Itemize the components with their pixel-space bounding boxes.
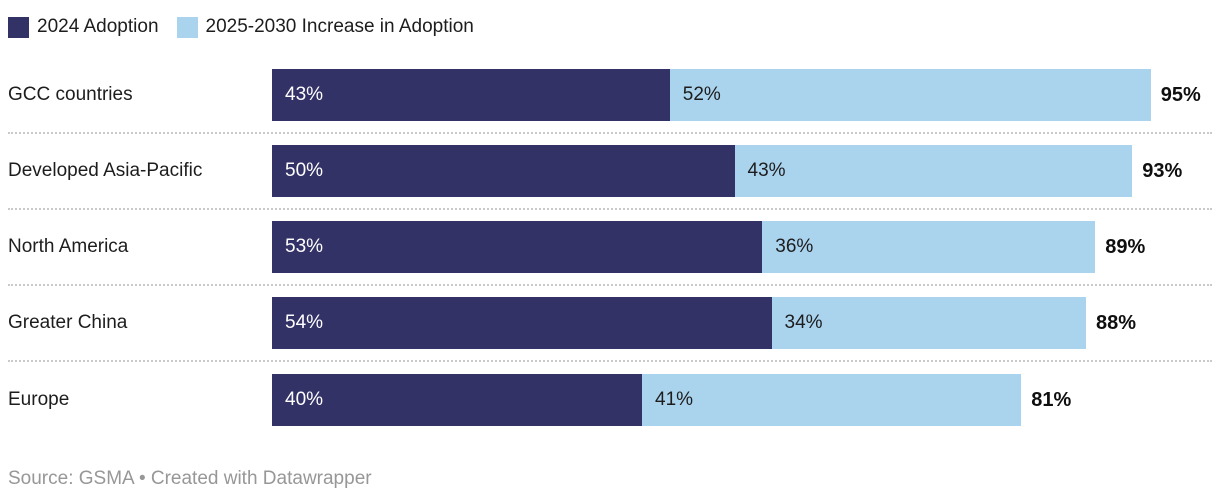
legend-swatch-2024-adoption-icon <box>8 16 29 38</box>
chart-row: Europe 40% 41% 81% <box>8 362 1212 438</box>
source-attribution: Source: GSMA • Created with Datawrapper <box>8 468 372 489</box>
bar-2024-value-label: 50% <box>285 160 324 181</box>
legend-item-increase: 2025-2030 Increase in Adoption <box>176 14 474 40</box>
legend-label-2024-adoption: 2024 Adoption <box>37 16 159 37</box>
chart-rows: GCC countries 43% 52% 95% Developed Asia… <box>8 58 1212 438</box>
category-label: Greater China <box>8 312 128 333</box>
bar-increase-value-label: 34% <box>784 312 823 333</box>
bar-increase[interactable]: 43% <box>734 145 1133 197</box>
bar-2024-adoption[interactable]: 53% <box>272 221 763 273</box>
chart-row: GCC countries 43% 52% 95% <box>8 58 1212 134</box>
bar-increase-value-label: 43% <box>747 160 786 181</box>
bar-group: 40% 41% 81% <box>272 374 1212 426</box>
bar-group: 53% 36% 89% <box>272 221 1212 273</box>
bar-2024-value-label: 53% <box>285 236 324 257</box>
bar-increase-value-label: 36% <box>775 236 814 257</box>
total-value-label: 88% <box>1096 311 1137 334</box>
category-label: Europe <box>8 389 70 410</box>
bar-increase[interactable]: 52% <box>669 69 1151 121</box>
category-label: GCC countries <box>8 84 133 105</box>
category-label: North America <box>8 236 129 257</box>
legend-swatch-increase-icon <box>176 16 198 38</box>
total-value-label: 95% <box>1160 83 1201 106</box>
total-value-label: 89% <box>1105 235 1146 258</box>
legend-label-increase: 2025-2030 Increase in Adoption <box>205 16 474 37</box>
total-value-label: 93% <box>1142 159 1183 182</box>
bar-increase[interactable]: 34% <box>771 297 1086 349</box>
bar-2024-adoption[interactable]: 40% <box>272 374 642 426</box>
bar-increase-value-label: 41% <box>655 389 694 410</box>
chart-row: Greater China 54% 34% 88% <box>8 286 1212 362</box>
bar-2024-value-label: 43% <box>285 84 324 105</box>
chart-row: North America 53% 36% 89% <box>8 210 1212 286</box>
bar-2024-adoption[interactable]: 43% <box>272 69 670 121</box>
bar-2024-value-label: 54% <box>285 312 324 333</box>
bar-group: 54% 34% 88% <box>272 297 1212 349</box>
category-label: Developed Asia-Pacific <box>8 160 203 181</box>
legend-item-2024-adoption: 2024 Adoption <box>8 14 159 40</box>
bar-group: 43% 52% 95% <box>272 69 1212 121</box>
bar-group: 50% 43% 93% <box>272 145 1212 197</box>
bar-2024-value-label: 40% <box>285 389 324 410</box>
bar-increase[interactable]: 36% <box>762 221 1096 273</box>
total-value-label: 81% <box>1031 388 1072 411</box>
bar-2024-adoption[interactable]: 54% <box>272 297 772 349</box>
bar-2024-adoption[interactable]: 50% <box>272 145 735 197</box>
bar-increase-value-label: 52% <box>682 84 721 105</box>
legend: 2024 Adoption 2025-2030 Increase in Adop… <box>8 14 1212 40</box>
chart-row: Developed Asia-Pacific 50% 43% 93% <box>8 134 1212 210</box>
bar-increase[interactable]: 41% <box>642 374 1022 426</box>
